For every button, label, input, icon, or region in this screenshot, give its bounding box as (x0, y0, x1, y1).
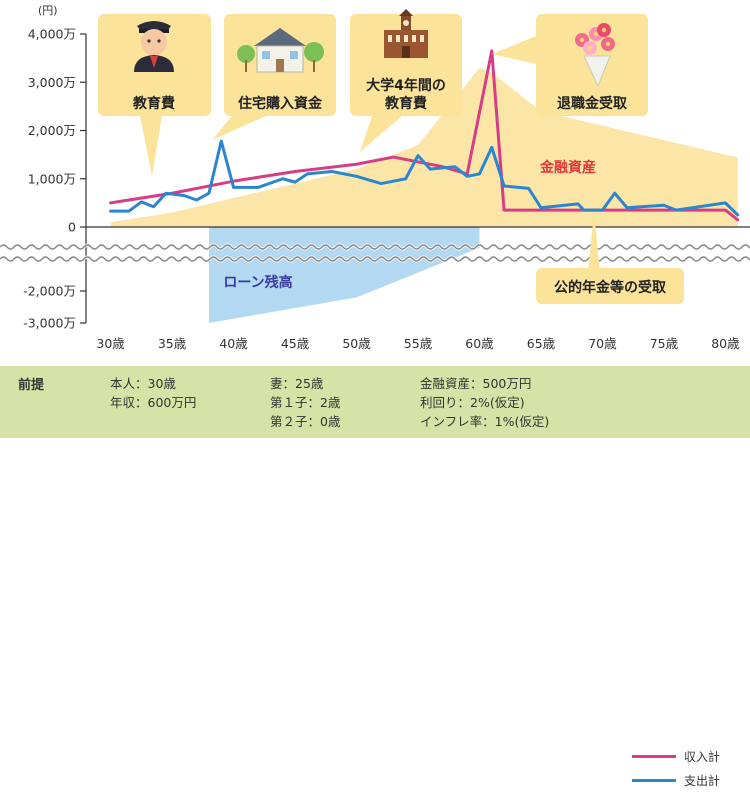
y-tick-label-2: 2,000万 (28, 123, 76, 138)
y-tick-label-1: 3,000万 (28, 75, 76, 90)
bouquet-center-4 (601, 27, 607, 33)
premise-col-family: 妻：25歳 第１子：2歳 第２子：0歳 (270, 374, 340, 431)
premise-panel: 前提 本人：30歳 年収：600万円 妻：25歳 第１子：2歳 第２子：0歳 金… (0, 366, 750, 796)
house-icon (237, 28, 324, 73)
x-tick-label-6: 60歳 (465, 336, 494, 351)
house-door (276, 59, 284, 72)
life-plan-chart: (円) 4,000万 3,000万 2,000万 1,000万 0 -2,000万 -3,00… (0, 4, 750, 351)
house-roof (254, 28, 306, 46)
legend-swatch-income (632, 754, 676, 758)
y-tick-label-5: -2,000万 (23, 284, 76, 299)
legend-label-expense: 支出計 (684, 773, 721, 788)
y-unit-label: (円) (38, 4, 58, 17)
house-window-2 (290, 51, 298, 59)
premise-child1: 第１子：2歳 (270, 395, 341, 410)
student-icon (134, 21, 174, 72)
series-line-expense (109, 139, 740, 217)
bouquet-wrap (583, 55, 611, 88)
student-cap (137, 21, 171, 31)
bouquet-center-1 (593, 31, 599, 37)
premise-wife: 妻：25歳 (270, 376, 324, 391)
house-trunk-l (245, 60, 247, 72)
callout-housing-tail (212, 116, 266, 140)
house-trunk-r (313, 60, 315, 72)
premise-assets: 金融資産：500万円 (420, 376, 532, 391)
legend-label-income: 収入計 (684, 749, 721, 764)
bouquet-center-0 (579, 37, 585, 43)
y-tick-label-4: 0 (68, 220, 76, 235)
x-tick-label-0: 30歳 (96, 336, 125, 351)
house-window-1 (262, 51, 270, 59)
legend: 収入計 支出計 (622, 740, 744, 796)
legend-swatch-expense (632, 778, 676, 782)
lines-layer (109, 49, 740, 222)
university-clock (403, 20, 409, 26)
x-tick-label-1: 35歳 (158, 336, 187, 351)
callout-pension-tail (588, 212, 600, 272)
premise-col-finance: 金融資産：500万円 利回り：2%(仮定) インフレ率：1%(仮定) (420, 374, 549, 431)
x-tick-label-7: 65歳 (527, 336, 556, 351)
university-window-1 (396, 35, 400, 42)
callout-university-label-1: 大学4年間の (366, 77, 446, 94)
premise-income: 年収：600万円 (110, 395, 197, 410)
bouquet-center-2 (605, 41, 611, 47)
x-tick-label-8: 70歳 (588, 336, 617, 351)
premise-yield: 利回り：2%(仮定) (420, 395, 525, 410)
y-tick-label-3: 1,000万 (28, 171, 76, 186)
loan-balance-area (208, 227, 480, 323)
loan-balance-label: ローン残高 (223, 274, 292, 291)
university-icon (384, 9, 428, 58)
x-tick-label-10: 80歳 (711, 336, 740, 351)
callout-university-label-2: 教育費 (385, 95, 427, 112)
callout-education-tail (140, 116, 162, 176)
callout-housing-label: 住宅購入資金 (238, 95, 323, 112)
axis-break-wave-0 (0, 244, 750, 250)
university-window-0 (388, 35, 392, 42)
axes-layer: (円) 4,000万 3,000万 2,000万 1,000万 0 -2,000万 -3,00… (0, 4, 750, 351)
university-window-2 (404, 35, 408, 42)
callout-pension-label: 公的年金等の受取 (554, 279, 667, 296)
student-eye-l (147, 39, 151, 43)
legend-item-expense: 支出計 (632, 770, 720, 790)
axis-break-wave-1 (0, 256, 750, 262)
callout-retirement-label: 退職金受取 (557, 95, 628, 112)
bouquet-center-3 (587, 45, 593, 51)
y-tick-label-6: -3,000万 (23, 316, 76, 331)
legend-item-income: 収入計 (632, 746, 720, 766)
bouquet-icon (575, 23, 615, 88)
premise-title: 前提 (18, 378, 45, 393)
x-tick-label-3: 45歳 (281, 336, 310, 351)
x-tick-label-9: 75歳 (650, 336, 679, 351)
university-window-4 (420, 35, 424, 42)
premise-child2: 第２子：0歳 (270, 414, 341, 429)
premise-inflation: インフレ率：1%(仮定) (420, 414, 550, 429)
university-door (402, 46, 410, 58)
callout-retirement-tail (492, 36, 536, 64)
university-spire (399, 9, 413, 16)
university-window-3 (412, 35, 416, 42)
callout-pension (536, 268, 684, 304)
student-eye-r (157, 39, 161, 43)
premise-age: 本人：30歳 (110, 376, 176, 391)
premise-col-self: 本人：30歳 年収：600万円 (110, 374, 196, 412)
callout-university (350, 14, 462, 116)
callout-university-tail (360, 116, 402, 152)
financial-assets-label: 金融資産 (539, 159, 596, 176)
x-tick-label-5: 55歳 (404, 336, 433, 351)
y-tick-label-0: 4,000万 (28, 27, 76, 42)
callout-education-label: 教育費 (133, 95, 175, 112)
student-face (141, 29, 167, 55)
areas-layer (110, 67, 738, 323)
house-tree-r (304, 42, 324, 62)
x-tick-label-4: 50歳 (342, 336, 371, 351)
x-tick-label-2: 40歳 (219, 336, 248, 351)
financial-assets-area (110, 67, 738, 228)
house-tree-l (237, 45, 255, 63)
student-tie (150, 56, 158, 68)
